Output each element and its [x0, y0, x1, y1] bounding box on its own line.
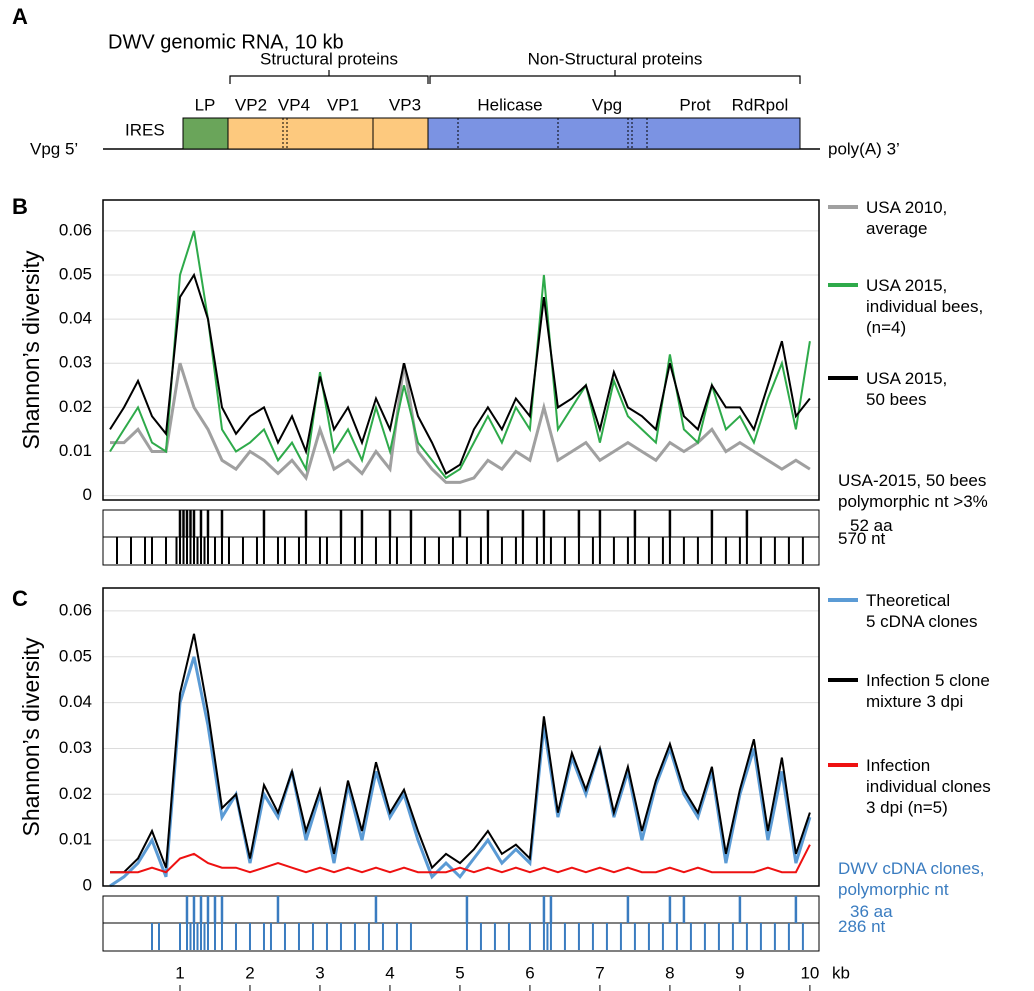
ires-label: IRES [125, 120, 165, 139]
plot-frame [102, 199, 820, 501]
region-label: Vpg [592, 95, 622, 114]
series-line [110, 844, 811, 874]
y-tick-label: 0.01 [59, 441, 92, 460]
region [182, 117, 229, 150]
region-label: Helicase [477, 95, 542, 114]
legend-label: Infection individual clones 3 dpi (n=5) [866, 756, 991, 817]
x-tick-label: 3 [315, 963, 324, 982]
x-tick-label: 7 [595, 963, 604, 982]
site-count: 36 aa [850, 902, 893, 921]
site-count: 52 aa [850, 516, 893, 535]
region-label: Prot [679, 95, 710, 114]
x-tick-label: 6 [525, 963, 534, 982]
x-tick-label: 10 [800, 963, 819, 982]
y-tick-label: 0.05 [59, 264, 92, 283]
y-tick-label: 0.06 [59, 220, 92, 239]
y-axis-label: Shannon’s diversity [18, 637, 44, 837]
y-tick-label: 0 [83, 485, 92, 504]
x-tick-label: 1 [175, 963, 184, 982]
y-tick-label: 0 [83, 875, 92, 894]
series-line [109, 656, 812, 888]
group-label: Non-Structural proteins [528, 49, 703, 68]
legend-label: USA 2015, 50 bees [866, 369, 948, 409]
bracket [229, 70, 801, 84]
region [227, 117, 429, 150]
y-tick-label: 0.03 [59, 738, 92, 757]
series-line [109, 230, 811, 480]
y-tick-label: 0.02 [59, 784, 92, 803]
y-tick-label: 0.04 [59, 309, 92, 328]
legend-label: USA 2010, average [866, 198, 948, 238]
site-count: 286 nt [838, 917, 886, 936]
panel-label: C [12, 586, 28, 611]
panel-label: A [12, 4, 28, 29]
y-tick-label: 0.03 [59, 353, 92, 372]
legend-label: Theoretical 5 cDNA clones [866, 591, 978, 631]
x-unit: kb [832, 963, 850, 982]
y-tick-label: 0.06 [59, 600, 92, 619]
site-title: USA-2015, 50 bees polymorphic nt >3% [838, 471, 988, 511]
legend-label: USA 2015, individual bees, (n=4) [866, 276, 984, 337]
series-line [109, 272, 811, 475]
region-label: VP2 [235, 95, 267, 114]
panel-label: B [12, 194, 28, 219]
group-label: Structural proteins [260, 49, 398, 68]
y-tick-label: 0.02 [59, 397, 92, 416]
y-axis-label: Shannon’s diversity [18, 250, 44, 450]
region-label: LP [195, 95, 216, 114]
end-label: Vpg 5’ [30, 139, 78, 158]
region-label: VP3 [389, 95, 421, 114]
plot-frame [102, 587, 820, 887]
y-tick-label: 0.01 [59, 830, 92, 849]
y-tick-label: 0.05 [59, 646, 92, 665]
series-line [110, 633, 811, 874]
x-tick-label: 2 [245, 963, 254, 982]
region-label: VP4 [278, 95, 310, 114]
x-tick-label: 4 [385, 963, 394, 982]
end-label: poly(A) 3’ [828, 139, 900, 158]
region [427, 117, 801, 150]
x-tick-label: 5 [455, 963, 464, 982]
x-tick-label: 8 [665, 963, 674, 982]
region-label: RdRpol [732, 95, 789, 114]
y-tick-label: 0.04 [59, 692, 92, 711]
series-line [110, 362, 811, 484]
site-count: 570 nt [838, 529, 886, 548]
legend-label: Infection 5 clone mixture 3 dpi [866, 671, 990, 711]
site-title: DWV cDNA clones, polymorphic nt [838, 859, 985, 899]
x-tick-label: 9 [735, 963, 744, 982]
region-label: VP1 [327, 95, 359, 114]
genome-title: DWV genomic RNA, 10 kb [108, 31, 344, 53]
